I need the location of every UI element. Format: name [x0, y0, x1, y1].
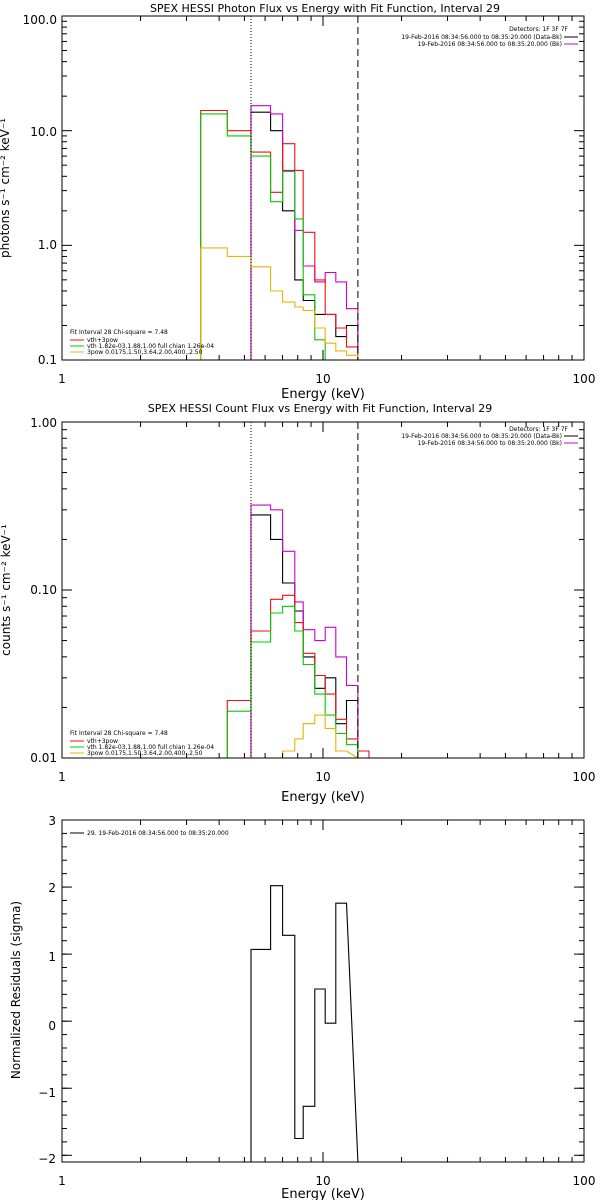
- fit-line: vth 1.82e-03,1.88,1.00 full chian 1.26e-…: [87, 343, 214, 350]
- y-tick-label: −1: [38, 1086, 56, 1100]
- spectrum-series: [250, 105, 359, 360]
- marker-lines: [250, 16, 359, 360]
- fit-line: vth+3pow: [87, 738, 118, 745]
- legend-header: Detectors: 1F 3F 7F: [509, 426, 568, 433]
- x-tick-label: 1: [58, 770, 66, 784]
- y-tick-label: −2: [38, 1152, 56, 1166]
- x-tick-label: 1: [58, 1174, 66, 1188]
- axis-ticks: [61, 16, 584, 361]
- residuals-panel: 1 10 100 −2 −1 0 1 2 3 Energy (keV) Norm…: [9, 814, 596, 1202]
- x-tick-label: 100: [573, 770, 596, 784]
- x-tick-label: 100: [573, 1174, 596, 1188]
- spectrum-series: [200, 113, 326, 360]
- y-tick-label: 1.00: [30, 416, 57, 430]
- spectrum-series: [250, 504, 359, 758]
- y-tick-label: 0: [48, 1019, 56, 1033]
- spectrum-series: [250, 885, 359, 1163]
- fit-line: vth+3pow: [87, 337, 118, 344]
- plot-frame: [61, 15, 585, 361]
- panel-title: SPEX HESSI Photon Flux vs Energy with Fi…: [150, 2, 500, 15]
- y-axis-label: Normalized Residuals (sigma): [9, 901, 23, 1079]
- x-tick-label: 100: [573, 372, 596, 386]
- y-tick-label: 100.0: [23, 13, 57, 27]
- fit-line: vth 1.82e-03,1.88,1.00 full chian 1.26e-…: [87, 744, 214, 751]
- axis-ticks: [61, 422, 584, 759]
- y-tick-label: 0.1: [38, 353, 57, 367]
- fit-header: Fit Interval 28 Chi-square = 7.48: [70, 730, 168, 737]
- x-axis-label: Energy (keV): [281, 790, 365, 805]
- x-tick-label: 10: [315, 1174, 330, 1188]
- legend-header: Detectors: 1F 3F 7F: [509, 26, 568, 33]
- legend-entry: 19-Feb-2016 08:34:56.000 to 08:35:20.000…: [418, 440, 562, 447]
- photon-flux-panel: SPEX HESSI Photon Flux vs Energy with Fi…: [0, 2, 595, 402]
- plot-frame: [61, 819, 585, 1163]
- legend-entry: 19-Feb-2016 08:34:56.000 to 08:35:20.000…: [418, 41, 562, 48]
- fit-header: Fit Interval 28 Chi-square = 7.48: [70, 329, 168, 336]
- spectrum-series: [226, 605, 359, 758]
- x-axis-label: Energy (keV): [281, 1187, 365, 1200]
- axis-ticks: [61, 819, 584, 1162]
- series-layer: [226, 504, 370, 759]
- spectrum-series: [250, 111, 359, 360]
- spectrum-series: [282, 714, 359, 759]
- y-tick-label: 0.10: [30, 583, 57, 597]
- fit-line: 3pow 0.0175,1.50,3.64,2.00,400.,2.50: [87, 750, 203, 757]
- x-tick-label: 10: [315, 372, 330, 386]
- y-tick-label: 10.0: [30, 125, 57, 139]
- y-tick-label: 1.0: [38, 238, 57, 252]
- spectrum-series: [200, 109, 359, 360]
- plot-frame: [61, 421, 585, 759]
- x-tick-label: 1: [58, 372, 66, 386]
- y-tick-label: 3: [48, 814, 56, 828]
- marker-lines: [250, 422, 359, 758]
- legend-entry: 19-Feb-2016 08:34:56.000 to 08:35:20.000…: [401, 433, 562, 440]
- spectrum-series: [226, 594, 370, 758]
- panel-title: SPEX HESSI Count Flux vs Energy with Fit…: [148, 402, 492, 415]
- series-layer: [250, 885, 359, 1163]
- legend-entry: 19-Feb-2016 08:34:56.000 to 08:35:20.000…: [401, 34, 562, 41]
- y-axis-label: photons s⁻¹ cm⁻² keV⁻¹: [0, 118, 12, 258]
- x-axis-label: Energy (keV): [281, 387, 365, 402]
- spectrum-series: [200, 247, 359, 360]
- series-layer: [200, 105, 359, 360]
- y-tick-label: 0.01: [30, 751, 57, 765]
- x-tick-label: 10: [315, 770, 330, 784]
- y-axis-label: counts s⁻¹ cm⁻² keV⁻¹: [0, 524, 13, 656]
- y-tick-label: 2: [48, 881, 56, 895]
- spectrum-series: [250, 514, 359, 758]
- count-flux-panel: SPEX HESSI Count Flux vs Energy with Fit…: [0, 402, 595, 805]
- legend-entry: 29. 19-Feb-2016 08:34:56.000 to 08:35:20…: [87, 830, 229, 837]
- fit-line: 3pow 0.0175,1.50,3.64,2.00,400.,2.50: [87, 349, 203, 356]
- y-tick-label: 1: [48, 950, 56, 964]
